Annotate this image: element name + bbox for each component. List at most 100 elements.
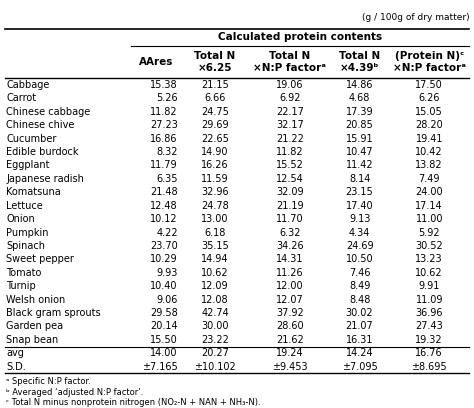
Text: 19.32: 19.32	[415, 335, 443, 345]
Text: Total N
×4.39ᵇ: Total N ×4.39ᵇ	[339, 51, 380, 73]
Text: 7.46: 7.46	[349, 268, 370, 278]
Text: 10.62: 10.62	[415, 268, 443, 278]
Text: 24.75: 24.75	[201, 107, 229, 117]
Text: Calculated protein contents: Calculated protein contents	[218, 32, 383, 42]
Text: ᶜ Total N minus nonprotein nitrogen (NO₂-N + NAN + NH₃-N).: ᶜ Total N minus nonprotein nitrogen (NO₂…	[6, 398, 260, 407]
Text: 10.47: 10.47	[346, 147, 374, 157]
Text: Chinese chive: Chinese chive	[6, 120, 74, 130]
Text: Eggplant: Eggplant	[6, 160, 50, 171]
Text: ±10.102: ±10.102	[194, 361, 236, 372]
Text: 23.15: 23.15	[346, 187, 374, 197]
Text: 20.14: 20.14	[150, 322, 178, 331]
Text: Welsh onion: Welsh onion	[6, 295, 65, 305]
Text: 11.70: 11.70	[276, 214, 304, 224]
Text: 6.26: 6.26	[419, 93, 440, 104]
Text: 22.65: 22.65	[201, 134, 229, 144]
Text: ±7.165: ±7.165	[142, 361, 178, 372]
Text: 7.49: 7.49	[419, 174, 440, 184]
Text: 11.82: 11.82	[276, 147, 304, 157]
Text: 10.50: 10.50	[346, 254, 374, 264]
Text: 10.62: 10.62	[201, 268, 229, 278]
Text: 42.74: 42.74	[201, 308, 229, 318]
Text: 14.86: 14.86	[346, 80, 374, 90]
Text: 28.20: 28.20	[415, 120, 443, 130]
Text: 11.79: 11.79	[150, 160, 178, 171]
Text: 8.49: 8.49	[349, 281, 370, 291]
Text: 17.40: 17.40	[346, 201, 374, 211]
Text: 10.42: 10.42	[415, 147, 443, 157]
Text: 6.32: 6.32	[279, 228, 301, 237]
Text: 15.05: 15.05	[415, 107, 443, 117]
Text: Turnip: Turnip	[6, 281, 36, 291]
Text: 15.38: 15.38	[150, 80, 178, 90]
Text: 15.52: 15.52	[276, 160, 304, 171]
Text: 16.76: 16.76	[415, 348, 443, 358]
Text: 6.35: 6.35	[156, 174, 178, 184]
Text: 10.12: 10.12	[150, 214, 178, 224]
Text: 21.48: 21.48	[150, 187, 178, 197]
Text: 22.17: 22.17	[276, 107, 304, 117]
Text: 28.60: 28.60	[276, 322, 304, 331]
Text: 13.00: 13.00	[201, 214, 229, 224]
Text: Cucumber: Cucumber	[6, 134, 56, 144]
Text: 11.26: 11.26	[276, 268, 304, 278]
Text: Onion: Onion	[6, 214, 35, 224]
Text: 6.66: 6.66	[204, 93, 226, 104]
Text: 17.39: 17.39	[346, 107, 374, 117]
Text: 19.24: 19.24	[276, 348, 304, 358]
Text: 20.85: 20.85	[346, 120, 374, 130]
Text: 5.92: 5.92	[419, 228, 440, 237]
Text: 9.06: 9.06	[156, 295, 178, 305]
Text: 13.82: 13.82	[415, 160, 443, 171]
Text: AAres: AAres	[138, 57, 173, 67]
Text: S.D.: S.D.	[6, 361, 26, 372]
Text: 16.26: 16.26	[201, 160, 229, 171]
Text: 14.90: 14.90	[201, 147, 229, 157]
Text: 14.24: 14.24	[346, 348, 374, 358]
Text: 32.09: 32.09	[276, 187, 304, 197]
Text: Japanese radish: Japanese radish	[6, 174, 84, 184]
Text: Lettuce: Lettuce	[6, 201, 43, 211]
Text: ±9.453: ±9.453	[272, 361, 308, 372]
Text: 30.00: 30.00	[201, 322, 229, 331]
Text: ᵇ Averaged ‘adjusted N:P factor’.: ᵇ Averaged ‘adjusted N:P factor’.	[6, 388, 143, 397]
Text: 24.78: 24.78	[201, 201, 229, 211]
Text: 4.34: 4.34	[349, 228, 370, 237]
Text: 19.41: 19.41	[416, 134, 443, 144]
Text: Garden pea: Garden pea	[6, 322, 64, 331]
Text: 11.00: 11.00	[416, 214, 443, 224]
Text: 15.91: 15.91	[346, 134, 374, 144]
Text: 11.59: 11.59	[201, 174, 229, 184]
Text: 16.86: 16.86	[150, 134, 178, 144]
Text: Cabbage: Cabbage	[6, 80, 50, 90]
Text: 16.31: 16.31	[346, 335, 374, 345]
Text: 9.93: 9.93	[156, 268, 178, 278]
Text: Chinese cabbage: Chinese cabbage	[6, 107, 91, 117]
Text: 4.22: 4.22	[156, 228, 178, 237]
Text: 29.69: 29.69	[201, 120, 229, 130]
Text: 10.40: 10.40	[150, 281, 178, 291]
Text: 30.52: 30.52	[415, 241, 443, 251]
Text: 20.27: 20.27	[201, 348, 229, 358]
Text: 9.13: 9.13	[349, 214, 370, 224]
Text: Carrot: Carrot	[6, 93, 36, 104]
Text: 6.18: 6.18	[204, 228, 226, 237]
Text: 12.08: 12.08	[201, 295, 229, 305]
Text: 12.54: 12.54	[276, 174, 304, 184]
Text: Spinach: Spinach	[6, 241, 45, 251]
Text: Pumpkin: Pumpkin	[6, 228, 49, 237]
Text: 27.43: 27.43	[415, 322, 443, 331]
Text: 15.50: 15.50	[150, 335, 178, 345]
Text: 21.22: 21.22	[276, 134, 304, 144]
Text: 11.42: 11.42	[346, 160, 374, 171]
Text: 30.02: 30.02	[346, 308, 374, 318]
Text: 5.26: 5.26	[156, 93, 178, 104]
Text: 29.58: 29.58	[150, 308, 178, 318]
Text: 21.62: 21.62	[276, 335, 304, 345]
Text: 13.23: 13.23	[415, 254, 443, 264]
Text: 24.69: 24.69	[346, 241, 374, 251]
Text: 14.94: 14.94	[201, 254, 229, 264]
Text: 6.92: 6.92	[279, 93, 301, 104]
Text: Snap bean: Snap bean	[6, 335, 58, 345]
Text: ᵃ Specific N:P factor.: ᵃ Specific N:P factor.	[6, 377, 91, 386]
